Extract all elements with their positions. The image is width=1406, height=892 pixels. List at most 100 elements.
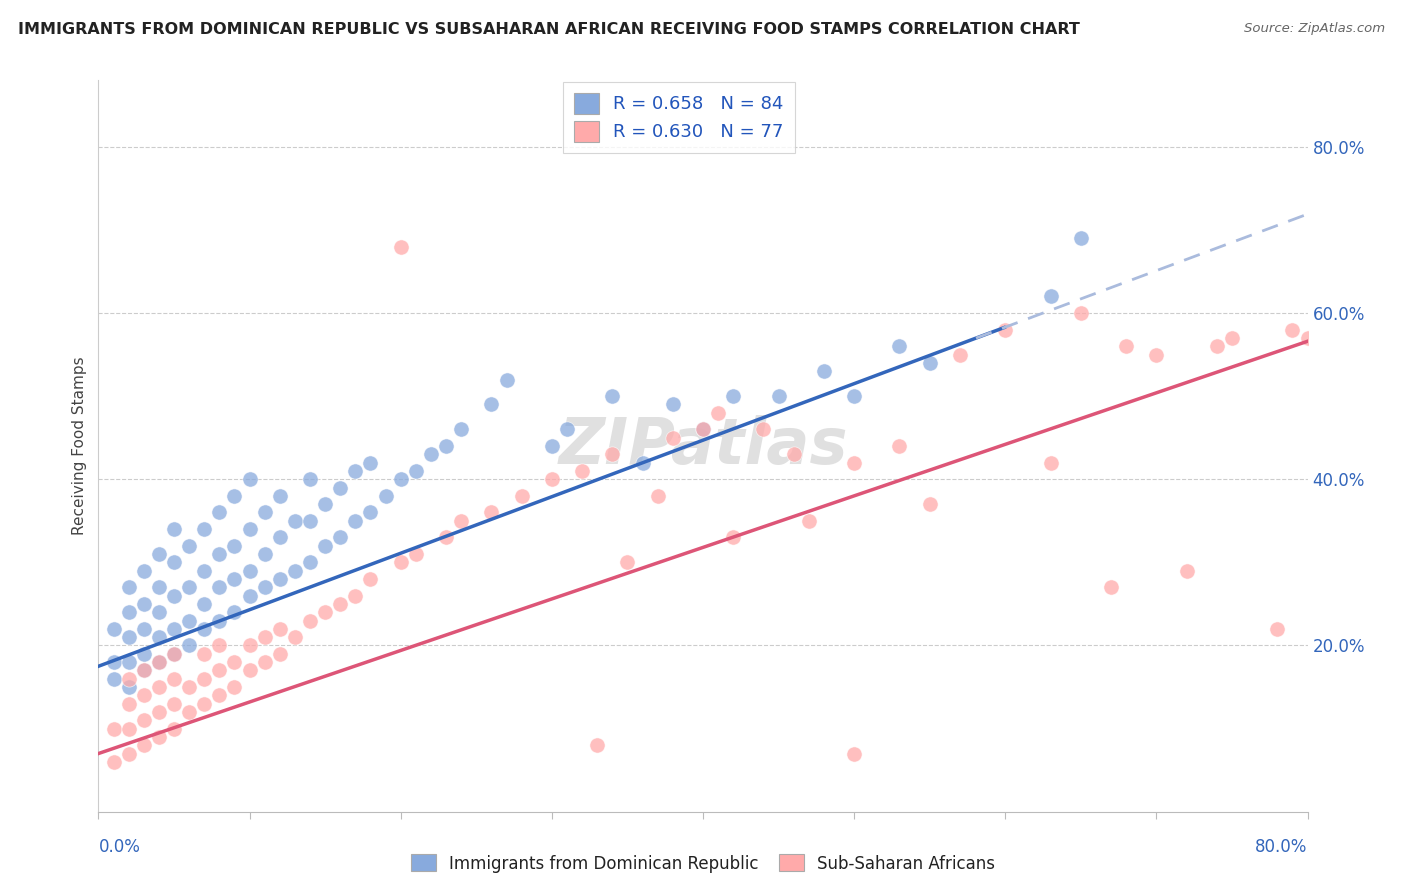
Point — [420, 447, 443, 461]
Point — [179, 539, 201, 553]
Point — [179, 680, 201, 694]
Point — [239, 639, 262, 653]
Point — [360, 456, 382, 470]
Point — [239, 664, 262, 678]
Point — [344, 464, 367, 478]
Point — [661, 397, 683, 411]
Point — [540, 439, 562, 453]
Point — [360, 506, 382, 520]
Text: Source: ZipAtlas.com: Source: ZipAtlas.com — [1244, 22, 1385, 36]
Point — [132, 714, 155, 728]
Point — [692, 422, 714, 436]
Point — [329, 481, 352, 495]
Point — [239, 564, 262, 578]
Point — [994, 323, 1017, 337]
Point — [132, 738, 155, 752]
Point — [918, 497, 941, 511]
Point — [1039, 456, 1062, 470]
Point — [389, 239, 412, 253]
Point — [118, 722, 141, 736]
Point — [132, 597, 155, 611]
Point — [631, 456, 654, 470]
Point — [647, 489, 669, 503]
Point — [889, 339, 911, 353]
Point — [103, 672, 125, 686]
Point — [193, 697, 215, 711]
Point — [118, 747, 141, 761]
Point — [1070, 231, 1092, 245]
Point — [224, 489, 246, 503]
Point — [269, 572, 291, 586]
Point — [1281, 323, 1303, 337]
Point — [179, 639, 201, 653]
Point — [179, 705, 201, 719]
Point — [602, 389, 624, 403]
Point — [284, 630, 307, 644]
Point — [193, 622, 215, 636]
Point — [253, 580, 276, 594]
Point — [450, 422, 472, 436]
Point — [510, 489, 533, 503]
Point — [148, 705, 170, 719]
Point — [299, 555, 322, 569]
Point — [148, 580, 170, 594]
Point — [148, 655, 170, 669]
Point — [1296, 331, 1319, 345]
Point — [314, 605, 336, 619]
Point — [208, 547, 231, 561]
Point — [163, 555, 186, 569]
Point — [269, 530, 291, 544]
Point — [224, 680, 246, 694]
Point — [269, 622, 291, 636]
Point — [163, 647, 186, 661]
Point — [269, 489, 291, 503]
Point — [163, 622, 186, 636]
Point — [768, 389, 790, 403]
Point — [208, 580, 231, 594]
Y-axis label: Receiving Food Stamps: Receiving Food Stamps — [72, 357, 87, 535]
Point — [949, 347, 972, 362]
Point — [163, 589, 186, 603]
Point — [132, 647, 155, 661]
Point — [132, 622, 155, 636]
Point — [344, 514, 367, 528]
Point — [193, 597, 215, 611]
Point — [253, 630, 276, 644]
Point — [389, 472, 412, 486]
Point — [299, 472, 322, 486]
Point — [661, 431, 683, 445]
Point — [1267, 622, 1289, 636]
Point — [224, 572, 246, 586]
Point — [103, 722, 125, 736]
Point — [253, 547, 276, 561]
Point — [495, 372, 517, 386]
Point — [918, 356, 941, 370]
Point — [163, 672, 186, 686]
Point — [540, 472, 562, 486]
Point — [299, 514, 322, 528]
Point — [389, 555, 412, 569]
Point — [132, 664, 155, 678]
Point — [224, 605, 246, 619]
Point — [148, 547, 170, 561]
Point — [148, 605, 170, 619]
Point — [889, 439, 911, 453]
Point — [1144, 347, 1167, 362]
Point — [253, 655, 276, 669]
Point — [132, 564, 155, 578]
Point — [707, 406, 730, 420]
Point — [1220, 331, 1243, 345]
Point — [269, 647, 291, 661]
Point — [208, 689, 231, 703]
Point — [132, 689, 155, 703]
Legend: R = 0.658   N = 84, R = 0.630   N = 77: R = 0.658 N = 84, R = 0.630 N = 77 — [562, 82, 794, 153]
Point — [692, 422, 714, 436]
Point — [193, 564, 215, 578]
Point — [1206, 339, 1229, 353]
Point — [602, 447, 624, 461]
Point — [360, 572, 382, 586]
Text: ZIPatlas: ZIPatlas — [558, 415, 848, 477]
Point — [844, 747, 866, 761]
Point — [844, 389, 866, 403]
Point — [163, 522, 186, 536]
